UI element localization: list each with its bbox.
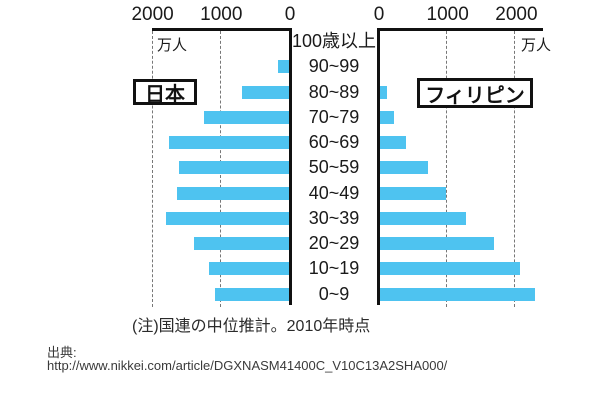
age-group-label: 30~39: [308, 207, 360, 228]
philippines-label-box: フィリピン: [417, 78, 533, 108]
philippines-bar: [380, 85, 387, 99]
philippines-top-axis-line: [377, 28, 543, 31]
japan-axis-tick: 1000: [200, 4, 243, 25]
philippines-bar: [380, 136, 406, 149]
japan-bar: [179, 161, 289, 175]
japan-axis-tick: 2000: [131, 4, 174, 25]
age-group-label: 90~99: [308, 56, 360, 77]
philippines-label: フィリピン: [425, 84, 525, 107]
left-gridline-2000: [151, 31, 153, 307]
philippines-zero-axis-line: [377, 28, 380, 305]
japan-label-box: 日本: [133, 79, 197, 106]
japan-bar: [169, 136, 289, 149]
age-group-label: 0~9: [318, 283, 350, 304]
japan-bar: [209, 262, 289, 276]
philippines-bar: [380, 262, 520, 276]
japan-bar: [166, 211, 289, 225]
right-gridline-2000: [514, 31, 516, 307]
japan-bar: [215, 287, 289, 301]
japan-bar: [242, 85, 289, 99]
japan-bar: [204, 110, 289, 124]
philippines-axis-tick: 0: [373, 4, 385, 25]
right-gridline-1000: [445, 31, 447, 307]
japan-label: 日本: [145, 83, 185, 106]
age-group-label: 50~59: [308, 157, 360, 178]
age-group-label: 70~79: [308, 106, 360, 127]
philippines-bar: [380, 186, 446, 200]
source-url: http://www.nikkei.com/article/DGXNASM414…: [47, 358, 448, 373]
chart-note: (注)国連の中位推計。2010年時点: [132, 318, 371, 335]
age-group-label: 10~19: [308, 258, 360, 279]
japan-bar: [278, 60, 289, 74]
japan-top-axis-line: [152, 28, 292, 31]
source-label: 出典:: [47, 345, 77, 360]
japan-zero-axis-line: [289, 28, 292, 305]
philippines-axis-tick: 2000: [495, 4, 538, 25]
japan-unit-label: 万人: [157, 37, 188, 54]
philippines-bar: [380, 110, 394, 124]
philippines-bar: [380, 161, 428, 175]
philippines-bar: [380, 287, 535, 301]
philippines-bar: [380, 237, 494, 250]
japan-bar: [177, 186, 289, 200]
japan-bar: [194, 237, 289, 250]
age-group-label: 80~89: [308, 81, 360, 102]
age-group-label: 60~69: [308, 132, 360, 152]
philippines-axis-tick: 1000: [426, 4, 469, 25]
age-group-label: 40~49: [308, 182, 360, 203]
philippines-bar: [380, 211, 466, 225]
japan-axis-tick: 0: [284, 4, 296, 25]
philippines-unit-label: 万人: [521, 37, 552, 54]
age-group-label: 100歳以上: [291, 31, 377, 51]
age-group-label: 20~29: [308, 233, 360, 253]
